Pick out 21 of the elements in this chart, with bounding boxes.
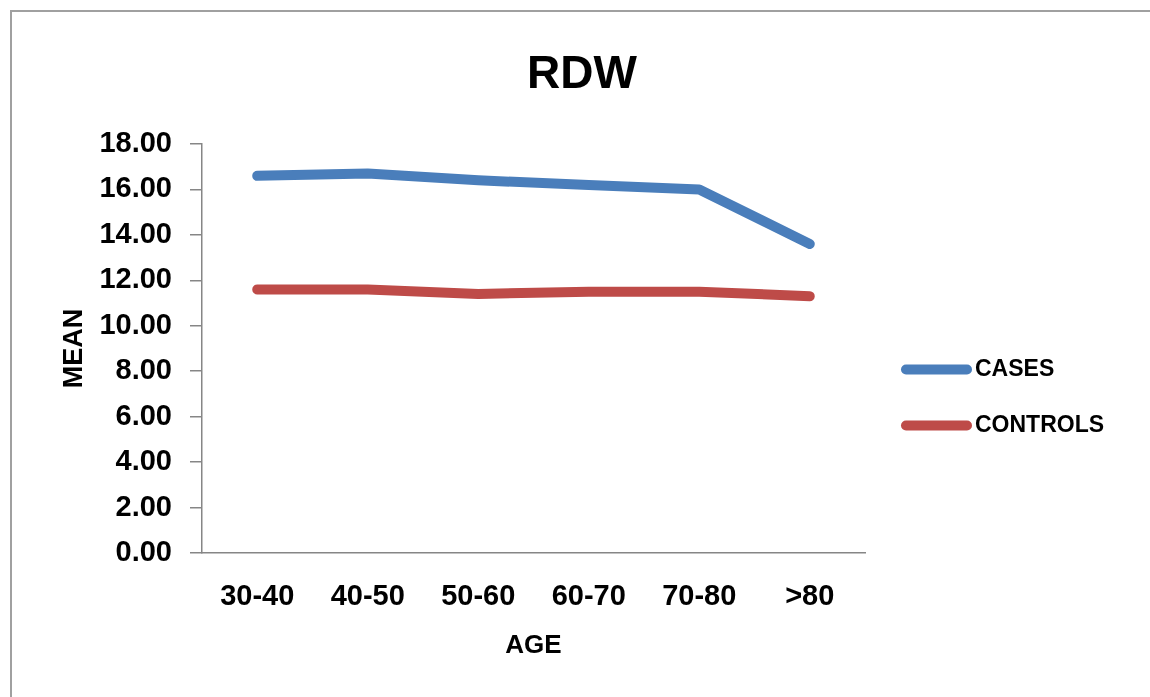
y-tick-label: 16.00: [99, 171, 172, 204]
x-tick-label: 70-80: [662, 579, 737, 612]
x-tick-label: >80: [785, 579, 835, 612]
y-tick-label: 14.00: [99, 216, 172, 249]
x-axis-title: AGE: [505, 628, 562, 659]
chart-title: RDW: [527, 45, 638, 98]
x-tick-label: 30-40: [220, 579, 295, 612]
y-tick-label: 8.00: [115, 353, 172, 386]
y-tick-label: 6.00: [115, 398, 172, 431]
y-tick-label: 2.00: [115, 489, 172, 522]
y-axis-title: MEAN: [57, 308, 88, 389]
y-tick-label: 4.00: [115, 444, 172, 477]
y-tick-label: 12.00: [99, 262, 172, 295]
x-tick-label: 50-60: [441, 579, 516, 612]
y-tick-label: 0.00: [115, 535, 172, 567]
x-tick-label: 60-70: [551, 579, 626, 612]
legend-label: CONTROLS: [975, 410, 1105, 437]
legend-label: CASES: [975, 354, 1055, 381]
y-tick-label: 10.00: [99, 307, 172, 340]
y-tick-label: 18.00: [99, 126, 172, 158]
x-tick-label: 40-50: [330, 579, 405, 612]
